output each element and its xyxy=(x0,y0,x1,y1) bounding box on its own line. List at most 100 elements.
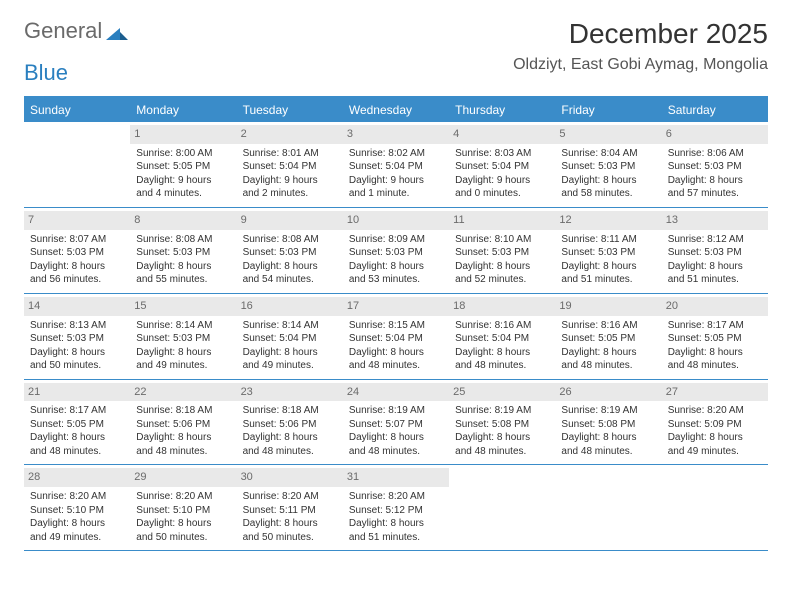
sunrise-text: Sunrise: 8:02 AM xyxy=(349,147,443,161)
day-cell: 18Sunrise: 8:16 AMSunset: 5:04 PMDayligh… xyxy=(449,294,555,379)
week-row: 14Sunrise: 8:13 AMSunset: 5:03 PMDayligh… xyxy=(24,294,768,380)
daylight-text: Daylight: 8 hours and 48 minutes. xyxy=(30,431,124,458)
daylight-text: Daylight: 8 hours and 49 minutes. xyxy=(136,346,230,373)
sunrise-text: Sunrise: 8:13 AM xyxy=(30,319,124,333)
sunrise-text: Sunrise: 8:18 AM xyxy=(136,404,230,418)
sunset-text: Sunset: 5:05 PM xyxy=(136,160,230,174)
daylight-text: Daylight: 8 hours and 48 minutes. xyxy=(136,431,230,458)
day-number: 27 xyxy=(662,383,768,402)
sunset-text: Sunset: 5:12 PM xyxy=(349,504,443,518)
day-header: Saturday xyxy=(662,98,768,122)
daylight-text: Daylight: 8 hours and 53 minutes. xyxy=(349,260,443,287)
day-cell: 26Sunrise: 8:19 AMSunset: 5:08 PMDayligh… xyxy=(555,380,661,465)
daylight-text: Daylight: 8 hours and 48 minutes. xyxy=(349,431,443,458)
daylight-text: Daylight: 8 hours and 56 minutes. xyxy=(30,260,124,287)
day-number: 11 xyxy=(449,211,555,230)
sunrise-text: Sunrise: 8:00 AM xyxy=(136,147,230,161)
day-cell: 12Sunrise: 8:11 AMSunset: 5:03 PMDayligh… xyxy=(555,208,661,293)
day-cell: 24Sunrise: 8:19 AMSunset: 5:07 PMDayligh… xyxy=(343,380,449,465)
day-number: 2 xyxy=(237,125,343,144)
sunset-text: Sunset: 5:03 PM xyxy=(349,246,443,260)
day-number: 23 xyxy=(237,383,343,402)
daylight-text: Daylight: 8 hours and 50 minutes. xyxy=(30,346,124,373)
sunrise-text: Sunrise: 8:19 AM xyxy=(349,404,443,418)
sunset-text: Sunset: 5:04 PM xyxy=(455,332,549,346)
day-header: Friday xyxy=(555,98,661,122)
sunset-text: Sunset: 5:08 PM xyxy=(455,418,549,432)
sunrise-text: Sunrise: 8:01 AM xyxy=(243,147,337,161)
day-cell: 28Sunrise: 8:20 AMSunset: 5:10 PMDayligh… xyxy=(24,465,130,550)
sunrise-text: Sunrise: 8:17 AM xyxy=(668,319,762,333)
day-header: Tuesday xyxy=(237,98,343,122)
sunrise-text: Sunrise: 8:18 AM xyxy=(243,404,337,418)
day-number: 14 xyxy=(24,297,130,316)
day-cell: 22Sunrise: 8:18 AMSunset: 5:06 PMDayligh… xyxy=(130,380,236,465)
daylight-text: Daylight: 8 hours and 55 minutes. xyxy=(136,260,230,287)
day-number: 22 xyxy=(130,383,236,402)
day-number: 4 xyxy=(449,125,555,144)
daylight-text: Daylight: 8 hours and 54 minutes. xyxy=(243,260,337,287)
sunset-text: Sunset: 5:03 PM xyxy=(30,246,124,260)
sunset-text: Sunset: 5:04 PM xyxy=(349,332,443,346)
day-cell: 9 Sunrise: 8:08 AMSunset: 5:03 PMDaylight… xyxy=(237,208,343,293)
daylight-text: Daylight: 8 hours and 57 minutes. xyxy=(668,174,762,201)
sunset-text: Sunset: 5:03 PM xyxy=(243,246,337,260)
daylight-text: Daylight: 8 hours and 58 minutes. xyxy=(561,174,655,201)
weeks-container: .1Sunrise: 8:00 AMSunset: 5:05 PMDayligh… xyxy=(24,122,768,551)
daylight-text: Daylight: 8 hours and 48 minutes. xyxy=(561,431,655,458)
daylight-text: Daylight: 8 hours and 48 minutes. xyxy=(668,346,762,373)
daylight-text: Daylight: 8 hours and 48 minutes. xyxy=(455,431,549,458)
sunset-text: Sunset: 5:04 PM xyxy=(455,160,549,174)
day-number: 9 xyxy=(237,211,343,230)
sunrise-text: Sunrise: 8:19 AM xyxy=(561,404,655,418)
day-number: 5 xyxy=(555,125,661,144)
daylight-text: Daylight: 8 hours and 52 minutes. xyxy=(455,260,549,287)
daylight-text: Daylight: 8 hours and 49 minutes. xyxy=(30,517,124,544)
sunrise-text: Sunrise: 8:20 AM xyxy=(243,490,337,504)
day-number: 18 xyxy=(449,297,555,316)
day-cell: 3Sunrise: 8:02 AMSunset: 5:04 PMDaylight… xyxy=(343,122,449,207)
logo-mark-icon xyxy=(106,22,128,40)
sunset-text: Sunset: 5:05 PM xyxy=(668,332,762,346)
sunset-text: Sunset: 5:08 PM xyxy=(561,418,655,432)
sunrise-text: Sunrise: 8:11 AM xyxy=(561,233,655,247)
sunrise-text: Sunrise: 8:07 AM xyxy=(30,233,124,247)
day-number: 21 xyxy=(24,383,130,402)
day-number: 16 xyxy=(237,297,343,316)
day-cell: 23Sunrise: 8:18 AMSunset: 5:06 PMDayligh… xyxy=(237,380,343,465)
day-cell: 1Sunrise: 8:00 AMSunset: 5:05 PMDaylight… xyxy=(130,122,236,207)
day-cell: 16Sunrise: 8:14 AMSunset: 5:04 PMDayligh… xyxy=(237,294,343,379)
day-number: 19 xyxy=(555,297,661,316)
day-number: 7 xyxy=(24,211,130,230)
sunset-text: Sunset: 5:03 PM xyxy=(668,246,762,260)
sunset-text: Sunset: 5:03 PM xyxy=(561,246,655,260)
daylight-text: Daylight: 8 hours and 51 minutes. xyxy=(561,260,655,287)
day-cell: 21Sunrise: 8:17 AMSunset: 5:05 PMDayligh… xyxy=(24,380,130,465)
sunrise-text: Sunrise: 8:14 AM xyxy=(243,319,337,333)
sunset-text: Sunset: 5:11 PM xyxy=(243,504,337,518)
day-cell: 4Sunrise: 8:03 AMSunset: 5:04 PMDaylight… xyxy=(449,122,555,207)
sunrise-text: Sunrise: 8:09 AM xyxy=(349,233,443,247)
sunset-text: Sunset: 5:03 PM xyxy=(561,160,655,174)
day-number: 31 xyxy=(343,468,449,487)
sunrise-text: Sunrise: 8:15 AM xyxy=(349,319,443,333)
sunset-text: Sunset: 5:03 PM xyxy=(136,332,230,346)
sunset-text: Sunset: 5:04 PM xyxy=(243,160,337,174)
sunrise-text: Sunrise: 8:16 AM xyxy=(561,319,655,333)
daylight-text: Daylight: 8 hours and 48 minutes. xyxy=(455,346,549,373)
day-number: 13 xyxy=(662,211,768,230)
daylight-text: Daylight: 9 hours and 4 minutes. xyxy=(136,174,230,201)
sunset-text: Sunset: 5:03 PM xyxy=(455,246,549,260)
sunrise-text: Sunrise: 8:08 AM xyxy=(243,233,337,247)
day-cell: . xyxy=(24,122,130,207)
sunrise-text: Sunrise: 8:06 AM xyxy=(668,147,762,161)
sunrise-text: Sunrise: 8:19 AM xyxy=(455,404,549,418)
sunset-text: Sunset: 5:07 PM xyxy=(349,418,443,432)
day-cell: 7 Sunrise: 8:07 AMSunset: 5:03 PMDaylight… xyxy=(24,208,130,293)
day-number: 30 xyxy=(237,468,343,487)
daylight-text: Daylight: 8 hours and 48 minutes. xyxy=(561,346,655,373)
week-row: 21Sunrise: 8:17 AMSunset: 5:05 PMDayligh… xyxy=(24,380,768,466)
daylight-text: Daylight: 8 hours and 50 minutes. xyxy=(136,517,230,544)
day-number: 25 xyxy=(449,383,555,402)
day-cell: 15Sunrise: 8:14 AMSunset: 5:03 PMDayligh… xyxy=(130,294,236,379)
